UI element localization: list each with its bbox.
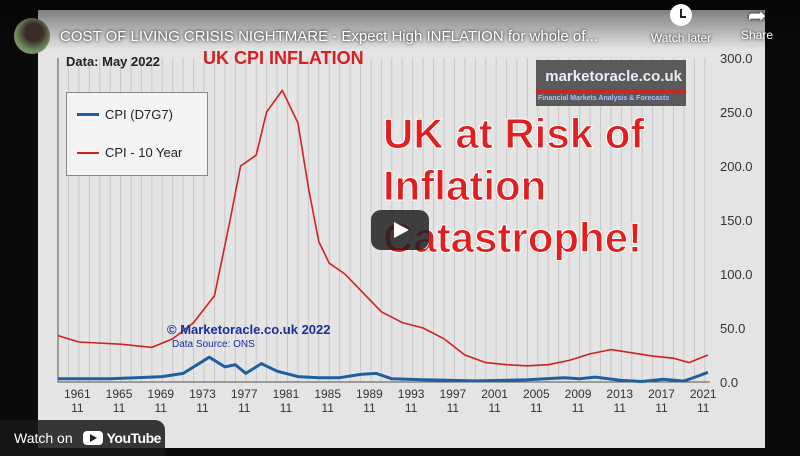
x-tick-label: 2013 [606,387,633,401]
x-tick-label: 11 [572,401,585,415]
x-tick-label: 11 [363,401,376,415]
watch-on-youtube-button[interactable]: Watch on YouTube [0,420,165,456]
x-tick-label: 2017 [648,387,675,401]
x-tick-label: 11 [488,401,501,415]
share-button[interactable]: ➦ Share [735,3,779,43]
marketoracle-logo: marketoracle.co.uk Financial Markets Ana… [536,60,686,106]
headline-line: Inflation [382,162,547,210]
x-tick-label: 11 [655,401,668,415]
title-overlay [0,0,800,50]
x-tick-label: 1981 [273,387,300,401]
x-tick-label: 11 [614,401,627,415]
x-tick-label: 1977 [231,387,258,401]
x-tick-label: 1965 [106,387,133,401]
x-tick-label: 11 [321,401,334,415]
x-tick-label: 1989 [356,387,383,401]
x-tick-label: 2021 [690,387,717,401]
y-tick-label: 0.0 [720,375,738,390]
series-line-cpi-10yr [57,89,709,367]
x-tick-label: 1969 [147,387,174,401]
y-tick-label: 150.0 [720,213,753,228]
share-arrow-icon: ➦ [747,3,767,28]
x-tick-label: 11 [447,401,460,415]
video-title[interactable]: COST OF LIVING CRISIS NIGHTMARE - Expect… [60,28,598,45]
chart-title: UK CPI INFLATION [203,48,364,68]
x-tick-label: 11 [113,401,126,415]
x-tick-label: 2009 [565,387,592,401]
x-tick-label: 11 [71,401,84,415]
y-tick-label: 50.0 [720,321,745,336]
copyright: © Marketoracle.co.uk 2022 [167,322,331,337]
clock-icon [670,4,692,26]
x-tick-label: 11 [280,401,293,415]
y-tick-label: 300.0 [720,51,753,66]
logo-text: marketoracle.co.uk [545,68,682,85]
x-tick-label: 11 [697,401,710,415]
channel-avatar[interactable] [14,18,50,54]
y-tick-label: 250.0 [720,105,753,120]
youtube-wordmark: YouTube [106,430,162,446]
x-tick-label: 11 [405,401,418,415]
x-tick-label: 11 [196,401,209,415]
youtube-play-icon [82,431,103,445]
share-label: Share [740,28,774,42]
chart-legend: CPI (D7G7) CPI - 10 Year [66,92,208,176]
logo-tagline: Financial Markets Analysis & Forecasts [538,95,670,102]
x-tick-label: 1993 [398,387,425,401]
x-tick-label: 2001 [481,387,508,401]
x-tick-label: 11 [530,401,543,415]
x-tick-label: 1973 [189,387,216,401]
x-tick-label: 11 [155,401,168,415]
legend-item-cpi-10yr: CPI - 10 Year [77,145,182,160]
x-tick-label: 11 [238,401,251,415]
watch-later-button[interactable]: Watch later [646,4,716,45]
legend-label: CPI (D7G7) [105,107,173,122]
play-button[interactable] [371,210,429,250]
y-tick-label: 100.0 [720,267,753,282]
watch-on-label: Watch on [14,430,73,446]
youtube-logo: YouTube [82,430,162,446]
x-tick-label: 1985 [314,387,341,401]
series-line-cpi [58,355,709,383]
logo-bar [536,89,686,93]
headline-line: UK at Risk of [382,110,645,158]
y-tick-label: 200.0 [720,159,753,174]
legend-item-cpi: CPI (D7G7) [77,107,173,122]
x-tick-label: 1961 [64,387,91,401]
legend-label: CPI - 10 Year [105,145,183,160]
x-tick-label: 1997 [439,387,466,401]
watch-later-label: Watch later [650,31,712,45]
date-label: Data: May 2022 [66,54,160,69]
x-tick-label: 2005 [523,387,550,401]
data-source: Data Source: ONS [172,339,255,350]
